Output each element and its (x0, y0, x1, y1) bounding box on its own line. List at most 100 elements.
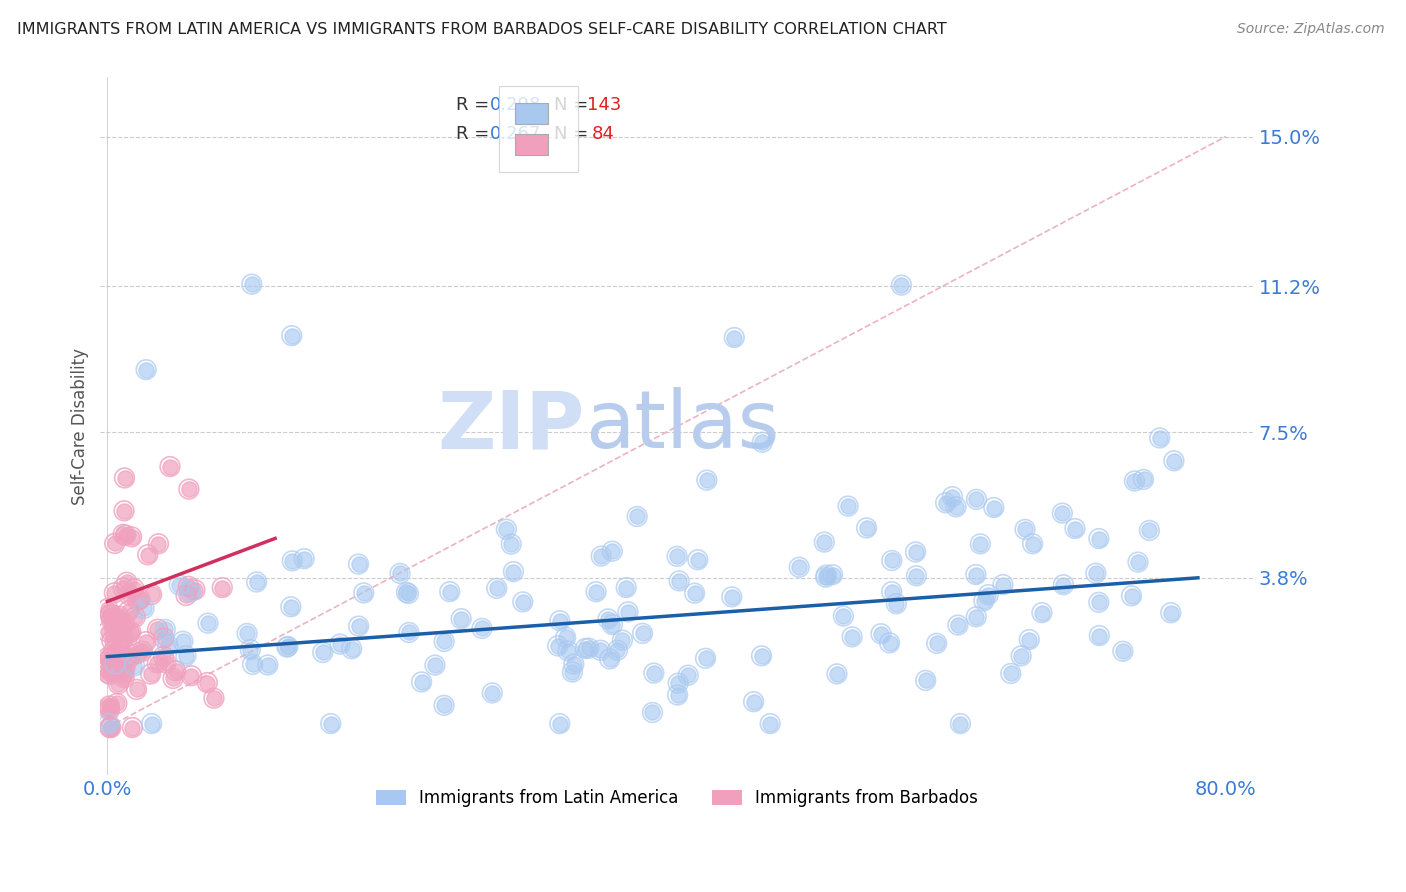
Point (184, 582, 207, 597)
Point (606, 643, 628, 657)
Point (617, 605, 640, 619)
Point (246, 574, 269, 589)
Point (108, 615, 131, 630)
Text: 0.298: 0.298 (491, 95, 541, 113)
Point (668, 574, 690, 588)
Point (1112, 644, 1135, 658)
Point (886, 597, 908, 611)
Point (905, 569, 928, 583)
Point (104, 625, 127, 640)
Point (599, 652, 621, 666)
Point (97, 660, 120, 674)
Point (197, 616, 219, 631)
Point (98, 667, 121, 681)
Point (398, 625, 420, 640)
Point (554, 631, 576, 645)
Point (101, 633, 124, 648)
Point (153, 631, 176, 645)
Point (880, 584, 903, 599)
Point (759, 716, 782, 731)
Point (105, 697, 128, 711)
Point (742, 695, 765, 709)
Point (132, 601, 155, 615)
Point (395, 585, 418, 599)
Point (1084, 566, 1107, 581)
Point (256, 658, 278, 673)
Point (136, 548, 159, 562)
Point (396, 586, 419, 600)
Point (695, 651, 717, 665)
Point (832, 609, 855, 624)
Point (695, 651, 717, 665)
Point (751, 648, 773, 663)
Point (562, 657, 585, 672)
Point (925, 636, 948, 650)
Point (165, 664, 187, 678)
Point (1052, 578, 1074, 592)
Point (596, 612, 619, 626)
Point (813, 535, 835, 549)
Point (973, 594, 995, 608)
Point (319, 716, 342, 731)
Point (180, 584, 202, 599)
Point (945, 500, 967, 514)
Point (759, 716, 782, 731)
Point (1021, 537, 1043, 551)
Point (977, 588, 1000, 602)
Point (450, 612, 472, 626)
Point (108, 664, 131, 678)
Point (340, 641, 363, 656)
Point (890, 278, 912, 293)
Point (1160, 606, 1182, 620)
Point (574, 641, 596, 656)
Point (814, 570, 837, 584)
Point (256, 658, 278, 673)
Point (195, 675, 218, 690)
Text: 84: 84 (592, 125, 614, 143)
Point (751, 435, 773, 450)
Point (501, 537, 523, 551)
Point (281, 328, 304, 343)
Point (686, 552, 709, 566)
Point (100, 607, 122, 622)
Point (1021, 537, 1043, 551)
Point (485, 582, 508, 596)
Point (433, 698, 456, 713)
Point (146, 622, 169, 636)
Point (236, 626, 259, 640)
Point (121, 721, 143, 735)
Point (1018, 632, 1040, 647)
Point (969, 537, 991, 551)
Point (125, 682, 148, 697)
Point (146, 656, 169, 670)
Point (1010, 648, 1032, 663)
Point (643, 666, 665, 681)
Point (973, 594, 995, 608)
Point (211, 581, 233, 595)
Point (751, 435, 773, 450)
Point (104, 536, 127, 550)
Point (821, 567, 844, 582)
Point (591, 549, 613, 563)
Point (276, 640, 298, 654)
Point (103, 663, 125, 677)
Point (114, 471, 136, 485)
Point (246, 574, 269, 589)
Point (1000, 666, 1022, 681)
Point (202, 691, 225, 706)
Point (117, 604, 139, 618)
Point (112, 671, 135, 685)
Point (1149, 431, 1171, 445)
Point (115, 651, 138, 665)
Point (396, 586, 419, 600)
Point (118, 626, 141, 640)
Point (180, 584, 202, 599)
Point (1000, 666, 1022, 681)
Point (617, 605, 640, 619)
Point (612, 633, 634, 648)
Point (395, 585, 418, 599)
Point (602, 617, 624, 632)
Point (97, 650, 120, 665)
Point (471, 621, 494, 635)
Point (481, 686, 503, 700)
